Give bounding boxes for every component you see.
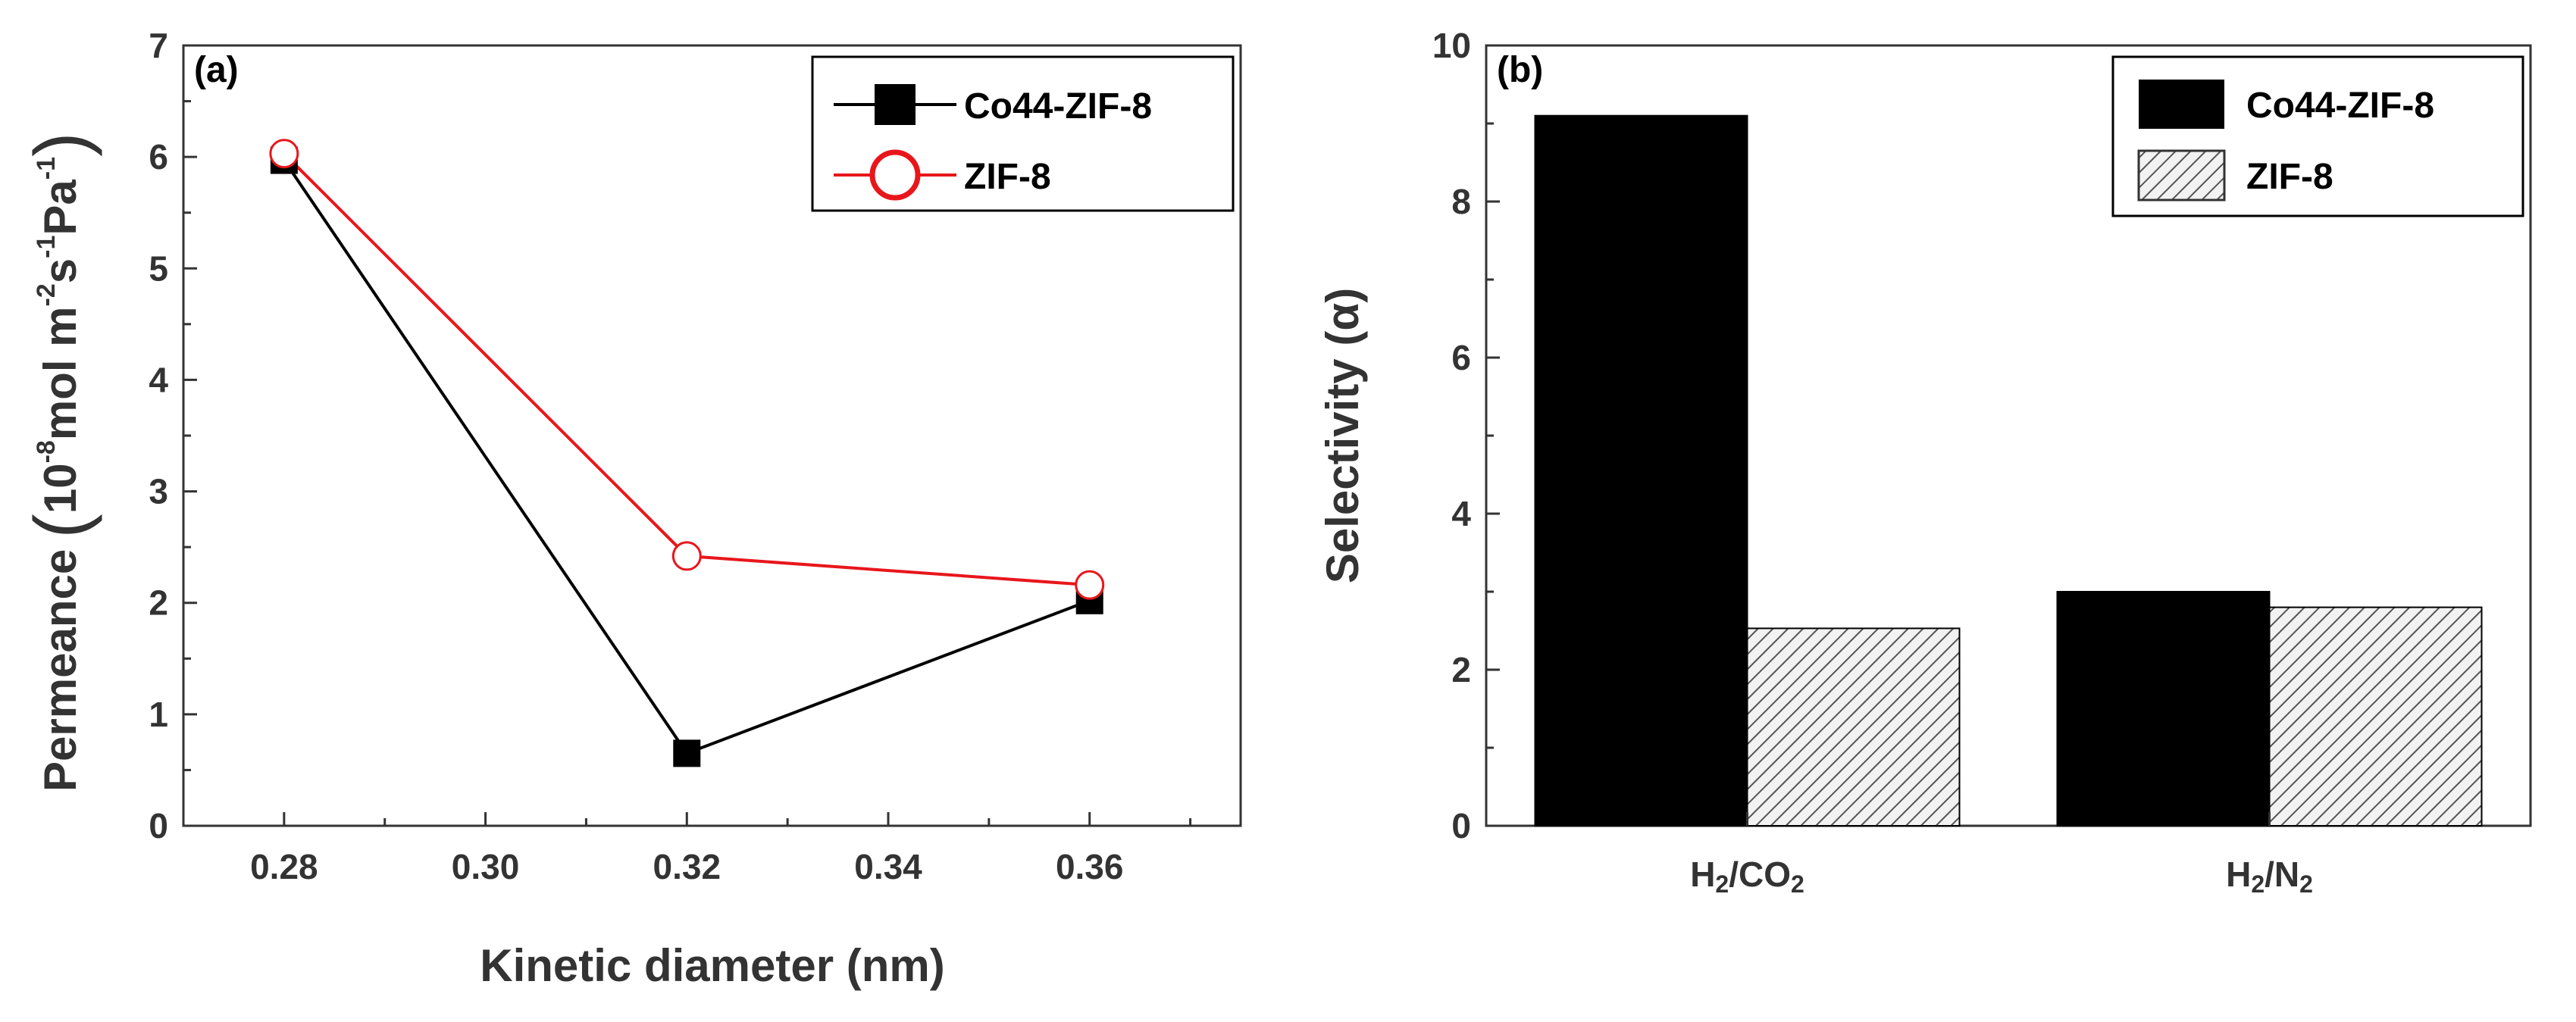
panel-a-x-tick-label: 0.28 bbox=[250, 847, 318, 886]
panel-a-y-axis-unit-pa: Pa bbox=[35, 180, 86, 236]
panel-a-y-axis-unit-s: s bbox=[35, 258, 86, 283]
panel-a-y-axis-prefix-exp: -8 bbox=[32, 440, 61, 463]
panel-b-y-tick-label: 10 bbox=[1432, 26, 1471, 65]
panel-a-y-axis-paren-close: ) bbox=[19, 132, 102, 157]
panel-a-legend-box bbox=[811, 55, 1235, 212]
panel-a-x-tick-label: 0.36 bbox=[1056, 847, 1124, 886]
panel-a-y-tick-label: 7 bbox=[149, 26, 168, 65]
panel-b-x-labels: H2/CO2 H2/N2 bbox=[1690, 812, 2313, 898]
panel-a-y-axis-main: Permeance bbox=[35, 549, 86, 792]
panel-a-x-ticks: 0.28 0.30 0.32 0.34 0.36 bbox=[182, 812, 1192, 886]
panel-b-x-tick-label: H2/CO2 bbox=[1690, 855, 1804, 898]
panel-a-y-axis-s-exp: -1 bbox=[32, 236, 61, 258]
legend-zif8-swatch bbox=[2137, 149, 2226, 202]
panel-b-y-tick-label: 8 bbox=[1451, 182, 1471, 221]
panel-a-x-tick-label: 0.34 bbox=[854, 847, 922, 886]
panel-b-legend: Co44-ZIF-8 ZIF-8 bbox=[2111, 55, 2524, 217]
panel-b-y-tick-label: 4 bbox=[1451, 494, 1471, 533]
panel-a-y-axis-pa-exp: -1 bbox=[32, 157, 61, 180]
zif-8-point bbox=[269, 139, 299, 169]
legend-co44-marker bbox=[875, 84, 916, 125]
series-line-zif-8 bbox=[283, 152, 1090, 587]
panel-a-y-tick-label: 0 bbox=[149, 806, 168, 845]
panel-a-y-tick-label: 2 bbox=[149, 583, 168, 623]
panel-a-x-tick-label: 0.30 bbox=[452, 847, 520, 886]
panel-b-y-tick-label: 0 bbox=[1451, 806, 1471, 845]
panel-b-label: (b) bbox=[1497, 50, 1543, 90]
panel-a-y-ticks: 0 1 2 3 4 5 6 7 bbox=[149, 26, 197, 845]
panel-b-x-tick-label: H2/N2 bbox=[2226, 855, 2313, 898]
panel-b-y-ticks: 0 2 4 6 8 10 bbox=[1432, 26, 1500, 845]
bar-zif-8 bbox=[2268, 606, 2483, 827]
bar-co44-zif-8 bbox=[2056, 591, 2271, 827]
series-line-co44-zif-8 bbox=[283, 159, 1091, 755]
panel-a-line-chart: (a) 0 1 2 3 4 5 6 7 0.28 0.30 0.32 0.34 0.36 Kineti… bbox=[19, 26, 1242, 991]
legend-co44-label: Co44-ZIF-8 bbox=[964, 86, 1152, 127]
panel-a-series bbox=[269, 139, 1105, 767]
legend-co44-swatch bbox=[2139, 80, 2224, 129]
co44-zif-8-point bbox=[673, 739, 701, 767]
bar-co44-zif-8 bbox=[1534, 114, 1748, 827]
zif-8-point bbox=[1075, 570, 1105, 600]
panel-b-bars bbox=[1534, 114, 2483, 827]
panel-a-y-axis-title: Permeance(10-8mol m-2s-1Pa-1) bbox=[19, 132, 102, 792]
panel-a-y-tick-label: 1 bbox=[149, 695, 168, 734]
panel-a-y-tick-label: 4 bbox=[149, 360, 168, 399]
legend-zif8-marker bbox=[869, 149, 921, 201]
bar-zif-8 bbox=[1746, 627, 1961, 827]
panel-a-legend: Co44-ZIF-8 ZIF-8 bbox=[811, 55, 1235, 212]
panel-a-y-tick-label: 3 bbox=[149, 472, 168, 511]
panel-a-y-axis-unit-prefix: 10 bbox=[35, 463, 86, 514]
legend-b-zif8-label: ZIF-8 bbox=[2246, 157, 2333, 197]
panel-a-y-axis-m-exp: -2 bbox=[32, 283, 61, 306]
panel-b-y-tick-label: 6 bbox=[1451, 338, 1471, 377]
panel-a-y-axis-paren-open: ( bbox=[19, 514, 102, 539]
panel-b-y-axis-title: Selectivity (α) bbox=[1317, 288, 1368, 583]
panel-a-label: (a) bbox=[194, 50, 239, 90]
panel-b-y-tick-label: 2 bbox=[1451, 650, 1471, 689]
zif-8-point bbox=[671, 541, 702, 571]
panel-a-x-axis-title: Kinetic diameter (nm) bbox=[480, 940, 944, 991]
legend-b-co44-label: Co44-ZIF-8 bbox=[2246, 86, 2434, 126]
panel-a-x-tick-label: 0.32 bbox=[653, 847, 721, 886]
panel-a-y-tick-label: 6 bbox=[149, 137, 168, 177]
panel-a-y-tick-label: 5 bbox=[149, 248, 168, 288]
legend-zif8-label: ZIF-8 bbox=[964, 157, 1051, 197]
panel-a-y-axis-unit-mol: mol m bbox=[35, 306, 86, 440]
